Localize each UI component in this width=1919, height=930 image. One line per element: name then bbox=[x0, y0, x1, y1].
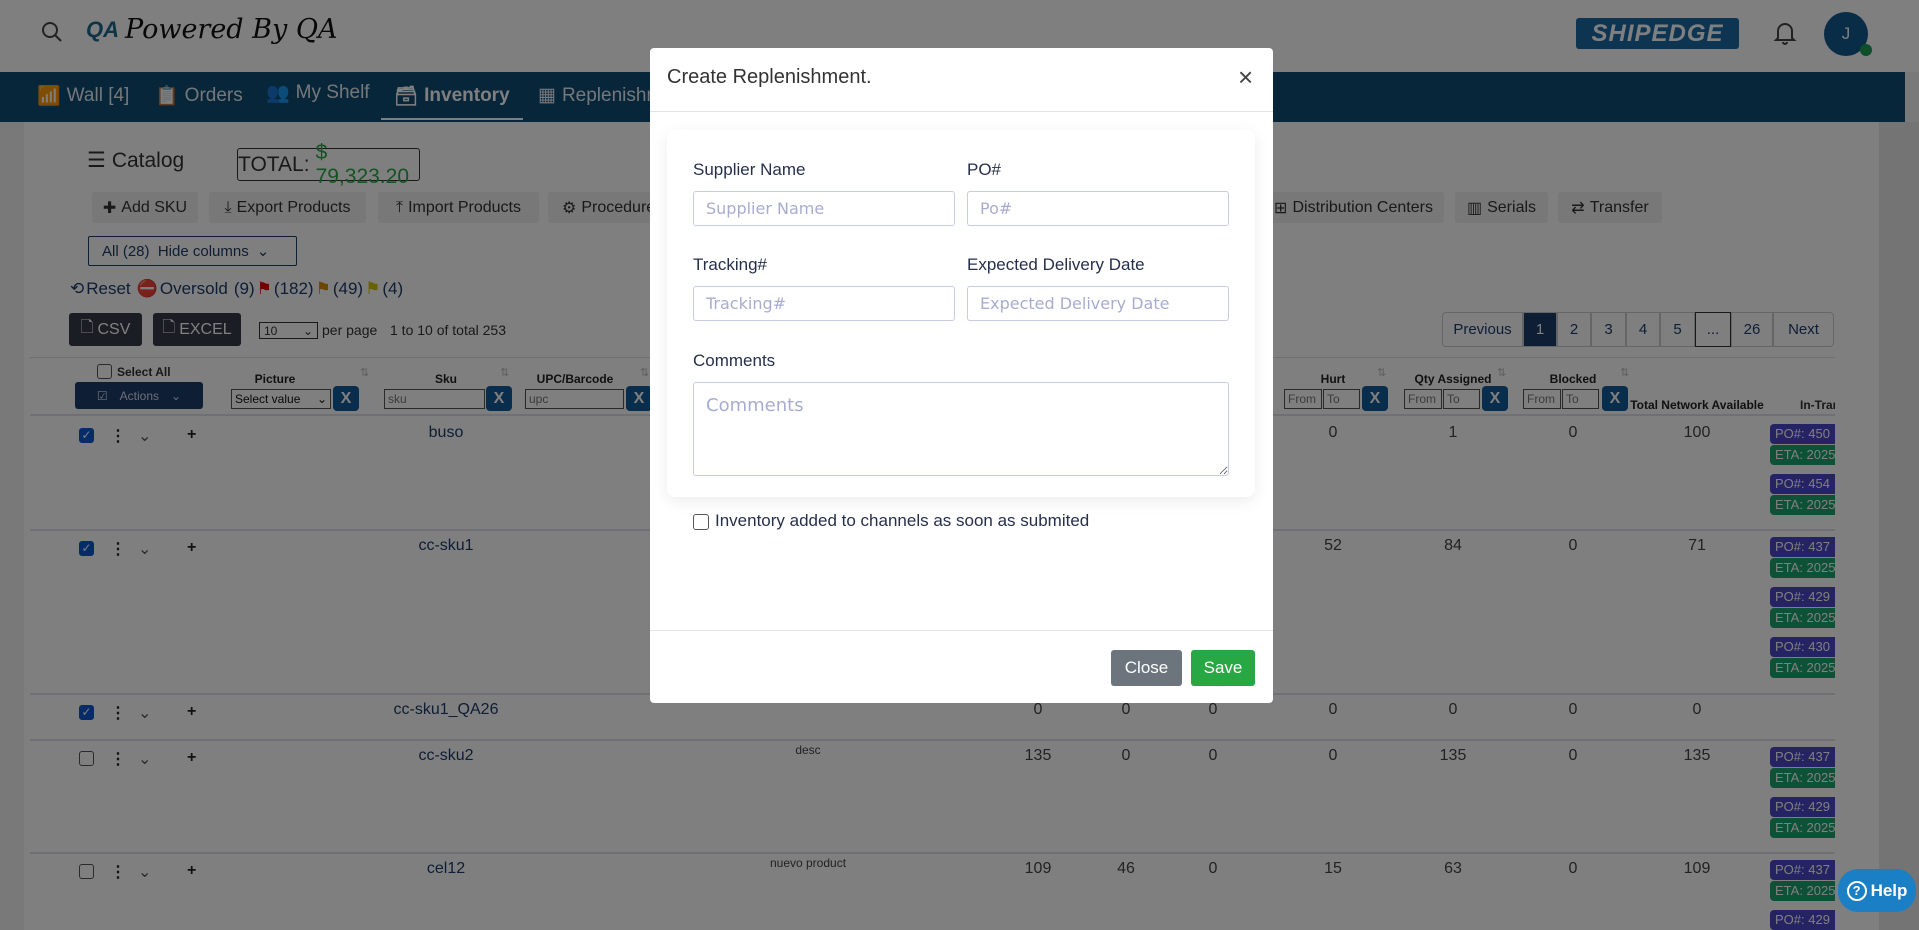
help-button[interactable]: ? Help bbox=[1838, 869, 1916, 912]
question-circle-icon: ? bbox=[1846, 880, 1867, 901]
modal-title: Create Replenishment. bbox=[667, 66, 872, 88]
help-label: Help bbox=[1870, 880, 1908, 900]
comments-label: Comments bbox=[693, 351, 776, 370]
divider bbox=[650, 111, 1273, 112]
tracking-label: Tracking# bbox=[693, 255, 768, 274]
supplier-name-input[interactable] bbox=[693, 191, 955, 226]
form-card: Supplier Name PO# Tracking# Expected Del… bbox=[667, 130, 1255, 530]
divider bbox=[650, 630, 1273, 631]
po-label: PO# bbox=[967, 160, 1002, 179]
expected-delivery-date-label: Expected Delivery Date bbox=[967, 255, 1145, 274]
create-replenishment-modal: Create Replenishment. × Supplier Name PO… bbox=[650, 48, 1273, 703]
expected-delivery-date-input[interactable] bbox=[967, 286, 1229, 321]
close-button[interactable]: Close bbox=[1111, 650, 1182, 686]
supplier-name-label: Supplier Name bbox=[693, 160, 806, 179]
comments-textarea[interactable] bbox=[693, 382, 1229, 476]
close-icon[interactable]: × bbox=[1238, 62, 1254, 92]
save-button[interactable]: Save bbox=[1191, 650, 1255, 686]
add-to-channels-label[interactable]: Inventory added to channels as soon as s… bbox=[715, 511, 1090, 530]
tracking-input[interactable] bbox=[693, 286, 955, 321]
add-to-channels-checkbox[interactable] bbox=[693, 514, 709, 530]
po-input[interactable] bbox=[967, 191, 1229, 226]
